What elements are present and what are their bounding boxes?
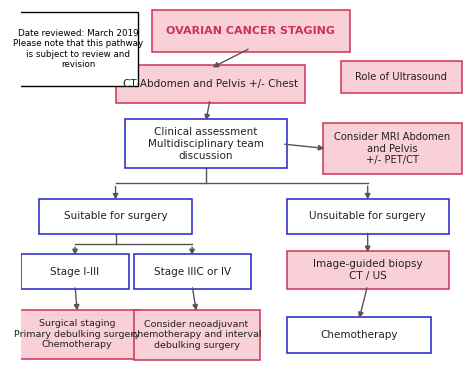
Text: Unsuitable for surgery: Unsuitable for surgery (310, 211, 426, 222)
Text: OVARIAN CANCER STAGING: OVARIAN CANCER STAGING (166, 26, 335, 36)
FancyBboxPatch shape (17, 309, 138, 359)
Text: CT Abdomen and Pelvis +/- Chest: CT Abdomen and Pelvis +/- Chest (123, 79, 298, 89)
Text: Surgical staging
Primary debulking surgery
Chemotherapy: Surgical staging Primary debulking surge… (14, 319, 140, 349)
FancyBboxPatch shape (341, 61, 462, 93)
Text: Clinical assessment
Multidisciplinary team
discussion: Clinical assessment Multidisciplinary te… (148, 127, 264, 160)
Text: Consider MRI Abdomen
and Pelvis
+/- PET/CT: Consider MRI Abdomen and Pelvis +/- PET/… (334, 132, 451, 165)
FancyBboxPatch shape (134, 309, 260, 360)
FancyBboxPatch shape (287, 317, 431, 353)
FancyBboxPatch shape (287, 251, 449, 289)
Text: Date reviewed: March 2019
Please note that this pathway
is subject to review and: Date reviewed: March 2019 Please note th… (13, 29, 144, 69)
Text: Suitable for surgery: Suitable for surgery (64, 211, 167, 222)
Text: Stage IIIC or IV: Stage IIIC or IV (154, 267, 231, 277)
FancyBboxPatch shape (134, 254, 251, 289)
Text: Chemotherapy: Chemotherapy (320, 330, 397, 340)
Text: Image-guided biopsy
CT / US: Image-guided biopsy CT / US (313, 259, 422, 281)
FancyBboxPatch shape (287, 199, 449, 234)
FancyBboxPatch shape (19, 12, 138, 86)
FancyBboxPatch shape (152, 10, 350, 52)
FancyBboxPatch shape (39, 199, 192, 234)
Text: Consider neoadjuvant
chemotherapy and interval
debulking surgery: Consider neoadjuvant chemotherapy and in… (132, 320, 261, 350)
Text: Role of Ultrasound: Role of Ultrasound (356, 72, 447, 82)
FancyBboxPatch shape (125, 120, 287, 168)
Text: Stage I-III: Stage I-III (50, 267, 100, 277)
FancyBboxPatch shape (323, 123, 462, 174)
FancyBboxPatch shape (116, 65, 305, 102)
FancyBboxPatch shape (21, 254, 129, 289)
